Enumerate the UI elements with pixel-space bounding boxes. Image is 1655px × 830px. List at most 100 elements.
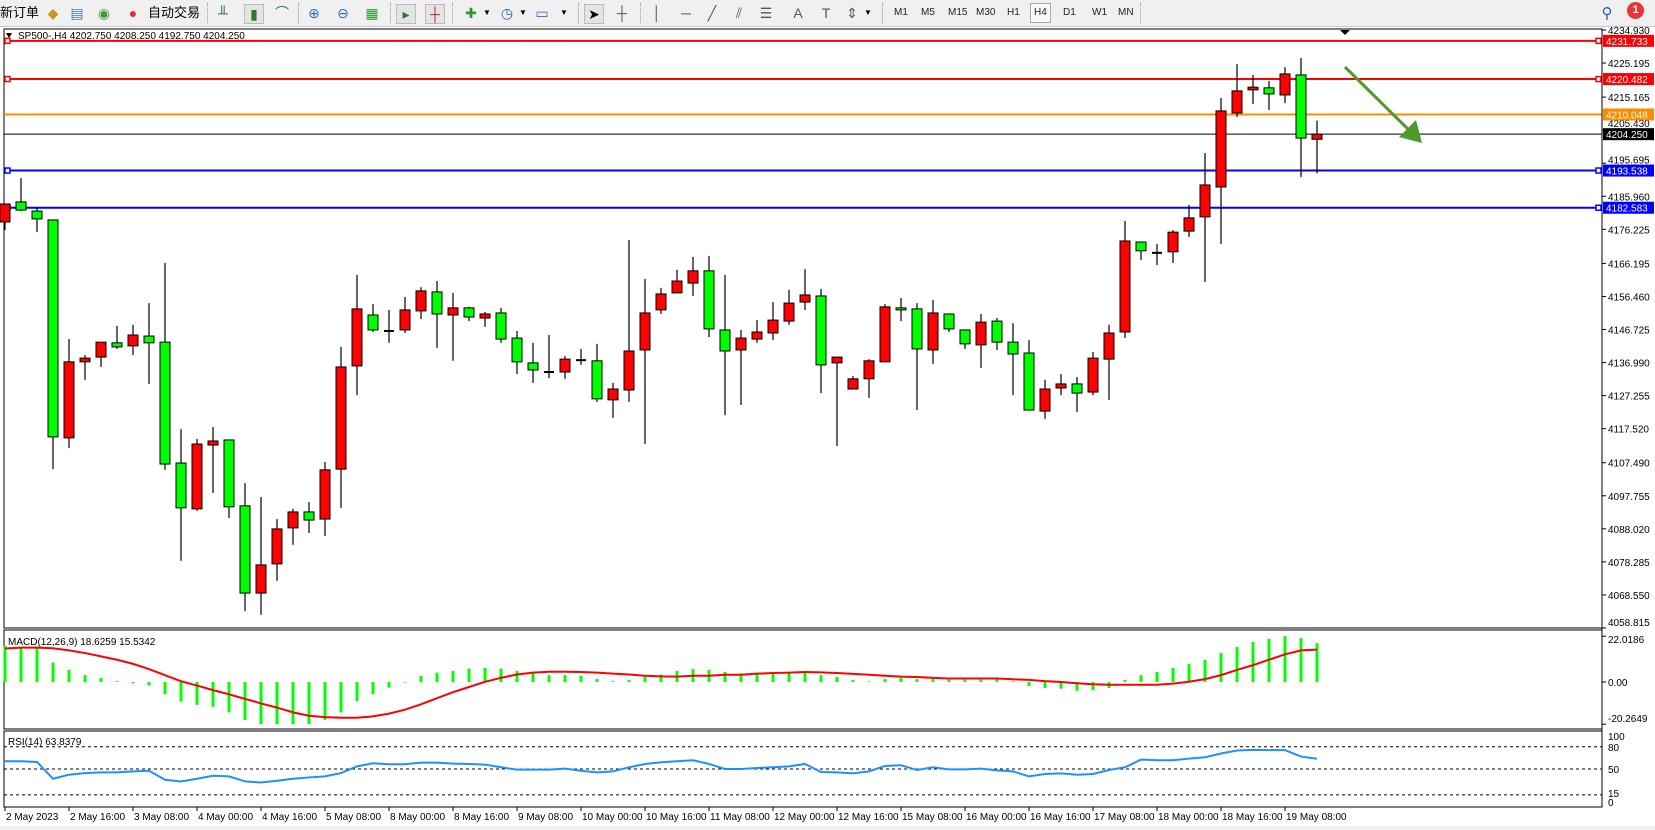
candlestick-chart-icon[interactable]: ▮	[244, 4, 264, 24]
text-label-icon[interactable]: T	[821, 5, 831, 21]
bar-chart-icon[interactable]: ╨	[218, 5, 228, 21]
candle-body	[463, 307, 475, 318]
candle-body	[959, 329, 971, 345]
timeframe-h4[interactable]: H4	[1030, 3, 1051, 23]
price-tick-label: 4107.490	[1608, 459, 1650, 470]
candle-body	[15, 201, 27, 211]
separator	[390, 3, 392, 23]
text-icon[interactable]: A	[793, 5, 803, 21]
chart-window[interactable]: 4234.930 4225.195 4215.165 4205.430 4195.695…	[0, 27, 1655, 830]
new-order-button[interactable]: 新订单	[0, 5, 40, 20]
candle-body	[895, 307, 907, 311]
time-tick-label: 5 May 08:00	[326, 812, 381, 823]
candle-body	[863, 360, 875, 380]
chevron-down-icon[interactable]: ▼	[483, 8, 491, 17]
auto-trade-button[interactable]: 自动交易	[148, 5, 201, 20]
candle	[1071, 377, 1083, 413]
fibonacci-icon[interactable]: ☰	[759, 4, 773, 21]
timeframe-h1[interactable]: H1	[1007, 7, 1020, 18]
candle	[911, 303, 923, 411]
price-tick-label: 4176.225	[1608, 225, 1650, 236]
arrows-icon[interactable]: ⇕	[846, 4, 858, 21]
periods-clock-icon[interactable]: ◷	[500, 4, 514, 21]
rsi-tick-label: 80	[1608, 743, 1620, 754]
trendline-icon[interactable]: ╱	[707, 4, 717, 21]
zoom-out-icon[interactable]: ⊖	[337, 4, 349, 21]
timeframe-m15[interactable]: M15	[948, 7, 968, 18]
candle	[815, 288, 827, 394]
candle-body	[63, 361, 75, 439]
time-tick-label: 16 May 16:00	[1030, 812, 1091, 823]
time-tick-label: 15 May 08:00	[902, 812, 963, 823]
candle-body	[671, 280, 683, 294]
level-handle	[4, 167, 11, 174]
candle-body	[1311, 133, 1323, 140]
candle-body	[159, 341, 171, 465]
line-chart-icon[interactable]: ⌒	[275, 5, 289, 21]
auto-trade-icon[interactable]: ●	[128, 5, 138, 21]
price-label-box	[1603, 201, 1654, 214]
candle-body	[271, 528, 283, 565]
candle	[1135, 241, 1147, 260]
candle-body	[687, 270, 699, 284]
price-tick-label: 4185.960	[1608, 192, 1650, 203]
equidistant-channel-icon[interactable]: ⫽	[735, 4, 743, 21]
cursor-icon[interactable]: ➤	[584, 4, 604, 24]
candle-body	[975, 321, 987, 346]
candle-body	[527, 362, 539, 371]
time-tick-label: 8 May 00:00	[390, 812, 445, 823]
candle	[927, 300, 939, 364]
signal-icon[interactable]: ◉	[97, 4, 111, 21]
auto-scroll-icon[interactable]: ▸	[396, 4, 416, 24]
crosshair-icon[interactable]: ┼	[617, 5, 627, 21]
price-tick-label: 4166.195	[1608, 259, 1650, 270]
zoom-in-icon[interactable]: ⊕	[308, 4, 320, 21]
candle-body	[303, 511, 315, 521]
candle-body	[79, 357, 91, 363]
candle	[1199, 153, 1211, 283]
candle	[639, 278, 651, 445]
candle	[863, 359, 875, 398]
candle-body	[95, 341, 107, 358]
candle-body	[655, 293, 667, 311]
level-handle	[1595, 167, 1602, 174]
separator	[1140, 3, 1142, 23]
rsi-legend: RSI(14) 63.8379	[8, 737, 82, 748]
candle-body	[639, 312, 651, 351]
notification-badge[interactable]: 1	[1627, 2, 1644, 19]
chart-shift-icon[interactable]: ┼	[425, 4, 445, 24]
candle-body	[719, 329, 731, 352]
candle-body	[751, 331, 763, 340]
rsi-tick-label: 0	[1608, 798, 1614, 809]
templates-icon[interactable]: ▭	[535, 4, 549, 21]
price-level-label: 4204.250	[1606, 130, 1648, 141]
candle	[479, 311, 491, 327]
search-icon[interactable]: ⚲	[1601, 5, 1613, 22]
timeframe-m5[interactable]: M5	[921, 7, 935, 18]
market-watch-icon[interactable]: ▤	[70, 4, 84, 21]
timeframe-mn[interactable]: MN	[1118, 7, 1134, 18]
timeframe-d1[interactable]: D1	[1063, 7, 1076, 18]
candle	[271, 519, 283, 581]
timeframe-w1[interactable]: W1	[1092, 7, 1107, 18]
candle-body	[175, 462, 187, 509]
candle-body	[319, 469, 331, 520]
separator	[207, 3, 209, 23]
timeframe-m1[interactable]: M1	[894, 7, 908, 18]
candle-body	[847, 378, 859, 390]
candle	[1247, 74, 1259, 105]
vertical-line-icon[interactable]: │	[652, 5, 662, 21]
candle	[79, 355, 91, 380]
chevron-down-icon[interactable]: ▼	[519, 8, 527, 17]
indicators-icon[interactable]: ✚	[465, 4, 477, 21]
horizontal-line-icon[interactable]: ─	[681, 5, 691, 21]
down-arrow-head-icon	[1399, 120, 1422, 143]
candle-body	[1295, 74, 1307, 139]
chevron-down-icon[interactable]: ▼	[864, 8, 872, 17]
candle-body	[783, 302, 795, 322]
tile-windows-icon[interactable]: ▦	[365, 4, 379, 21]
timeframe-m30[interactable]: M30	[976, 7, 996, 18]
chevron-down-icon[interactable]: ▼	[560, 8, 568, 17]
gold-bars-icon[interactable]: ◆	[47, 4, 59, 21]
price-tick-label: 4156.460	[1608, 292, 1650, 303]
